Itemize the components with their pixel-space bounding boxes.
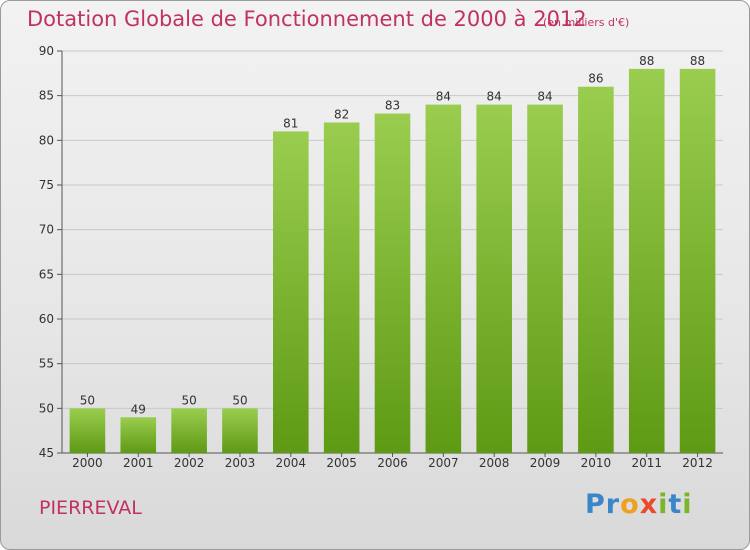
- x-tick-label-2009: 2009: [530, 456, 561, 470]
- bar-2008: [476, 104, 512, 453]
- logo-letter: i: [658, 489, 669, 520]
- y-tick-label: 50: [39, 401, 54, 415]
- data-label-2009: 84: [537, 90, 552, 104]
- x-tick-label-2008: 2008: [479, 456, 510, 470]
- data-label-2003: 50: [232, 393, 247, 407]
- x-tick-label-2010: 2010: [581, 456, 612, 470]
- y-tick-label: 80: [39, 133, 54, 147]
- commune-name: PIERREVAL: [39, 497, 142, 519]
- logo-letter: x: [639, 489, 659, 520]
- y-tick-label: 70: [39, 223, 54, 237]
- bar-2009: [527, 104, 563, 453]
- logo-letter: i: [682, 489, 693, 520]
- data-label-2011: 88: [639, 54, 654, 68]
- bar-2012: [679, 68, 716, 453]
- y-tick-label: 60: [39, 312, 54, 326]
- chart-title: Dotation Globale de Fonctionnement de 20…: [27, 7, 587, 31]
- x-tick-label-2004: 2004: [276, 456, 307, 470]
- data-label-2012: 88: [690, 54, 705, 68]
- data-label-2010: 86: [588, 72, 603, 86]
- x-tick-label-2000: 2000: [72, 456, 103, 470]
- bar-2007: [425, 104, 462, 453]
- data-label-2000: 50: [80, 393, 95, 407]
- bar-2001: [120, 417, 157, 453]
- x-tick-label-2012: 2012: [682, 456, 713, 470]
- y-tick-label: 75: [39, 178, 54, 192]
- x-tick-label-2007: 2007: [428, 456, 459, 470]
- data-label-2004: 81: [283, 116, 298, 130]
- x-tick-label-2011: 2011: [631, 456, 662, 470]
- proxiti-logo: Proxiti: [585, 489, 693, 520]
- x-tick-label-2003: 2003: [225, 456, 256, 470]
- x-tick-label-2006: 2006: [377, 456, 408, 470]
- unit-note: (en milliers d'€): [543, 16, 630, 29]
- data-label-2007: 84: [436, 90, 451, 104]
- y-tick-label: 55: [39, 357, 54, 371]
- logo-letter: r: [605, 489, 621, 520]
- bar-2010: [578, 86, 614, 453]
- data-label-2006: 83: [385, 99, 400, 113]
- data-label-2008: 84: [487, 90, 502, 104]
- y-tick-label: 45: [39, 446, 54, 460]
- bar-2002: [171, 408, 207, 453]
- bar-2005: [323, 122, 360, 453]
- x-tick-label-2005: 2005: [326, 456, 357, 470]
- bar-2006: [374, 113, 411, 454]
- y-tick-label: 65: [39, 267, 54, 281]
- data-label-2002: 50: [181, 393, 196, 407]
- logo-letter: t: [668, 489, 683, 520]
- logo-letter: P: [585, 489, 606, 520]
- logo-letter: o: [620, 489, 640, 520]
- data-label-2001: 49: [131, 402, 146, 416]
- y-tick-label: 90: [39, 44, 54, 58]
- y-tick-label: 85: [39, 89, 54, 103]
- x-tick-label-2001: 2001: [123, 456, 154, 470]
- bar-2004: [273, 131, 309, 453]
- bar-2000: [69, 408, 106, 453]
- bar-2003: [222, 408, 258, 453]
- bar-2011: [628, 68, 665, 453]
- x-tick-label-2002: 2002: [174, 456, 205, 470]
- data-label-2005: 82: [334, 107, 349, 121]
